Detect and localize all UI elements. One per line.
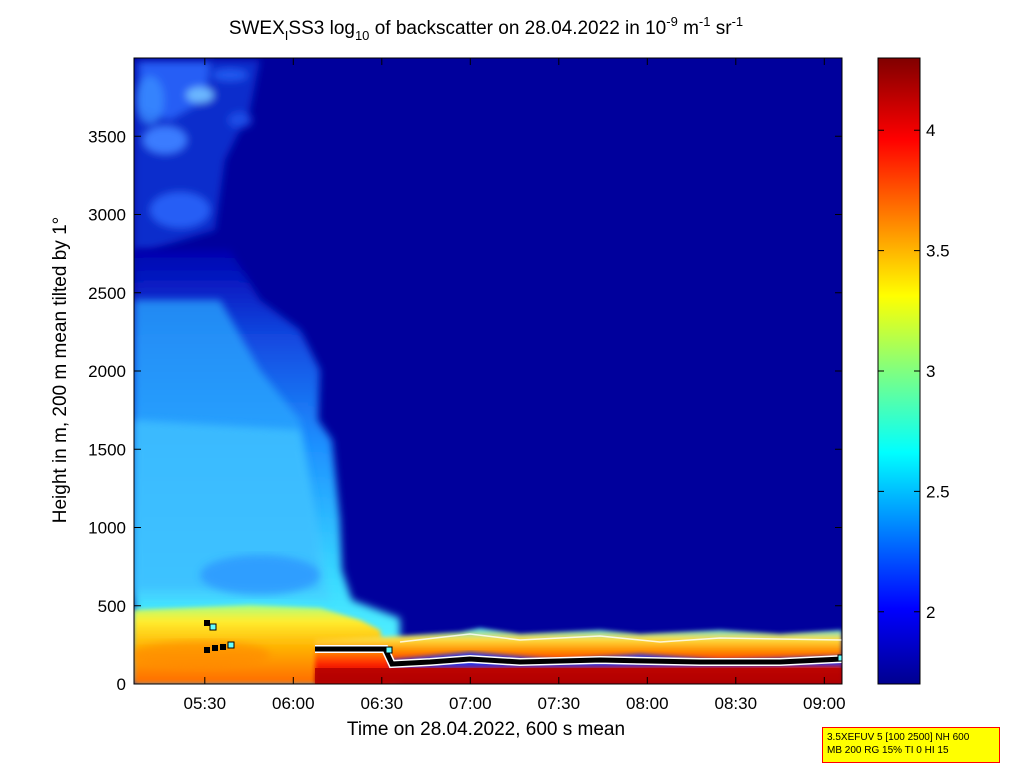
x-tick-label: 08:00 (626, 694, 669, 713)
y-tick-label: 2500 (88, 284, 126, 303)
colorbar-tick-label: 2.5 (926, 482, 950, 501)
x-axis: 05:30 06:00 06:30 07:00 07:30 08:00 08:30 09:00 (184, 58, 846, 713)
y-tick-label: 2000 (88, 362, 126, 381)
processing-info-box: 3.5XEFUV 5 [100 2500] NH 600 MB 200 RG 1… (822, 727, 1000, 763)
y-tick-label: 3500 (88, 127, 126, 146)
y-axis: 0 500 1000 1500 2000 2500 3000 3500 (88, 127, 842, 694)
colorbar (877, 57, 921, 685)
chart-title: SWEXISS3 log10 of backscatter on 28.04.2… (229, 14, 743, 43)
colorbar-tick-label: 2 (926, 603, 935, 622)
cloud-base-markers (204, 620, 842, 662)
x-tick-label: 07:00 (449, 694, 492, 713)
y-tick-label: 1000 (88, 519, 126, 538)
y-axis-label: Height in m, 200 m mean tilted by 1° (50, 217, 71, 523)
y-tick-label: 500 (98, 597, 126, 616)
colorbar-tick-label: 3.5 (926, 242, 950, 261)
mlh-line (315, 646, 842, 667)
heatmap-area (134, 58, 842, 684)
info-line-1: 3.5XEFUV 5 [100 2500] NH 600 (827, 732, 970, 743)
x-axis-label: Time on 28.04.2022, 600 s mean (347, 719, 625, 740)
x-tick-label: 08:30 (715, 694, 758, 713)
colorbar-axis: 2 2.5 3 3.5 4 (878, 121, 950, 622)
x-tick-label: 09:00 (803, 694, 846, 713)
colorbar-tick-label: 4 (926, 121, 935, 140)
upper-cloud-texture (134, 60, 260, 250)
x-tick-label: 05:30 (184, 694, 227, 713)
y-tick-label: 1500 (88, 440, 126, 459)
x-tick-label: 06:00 (272, 694, 315, 713)
y-tick-label: 3000 (88, 206, 126, 225)
y-tick-label: 0 (117, 675, 126, 694)
info-line-2: MB 200 RG 15% TI 0 HI 15 (827, 745, 949, 756)
x-tick-label: 07:30 (538, 694, 581, 713)
x-tick-label: 06:30 (361, 694, 404, 713)
colorbar-tick-label: 3 (926, 362, 935, 381)
